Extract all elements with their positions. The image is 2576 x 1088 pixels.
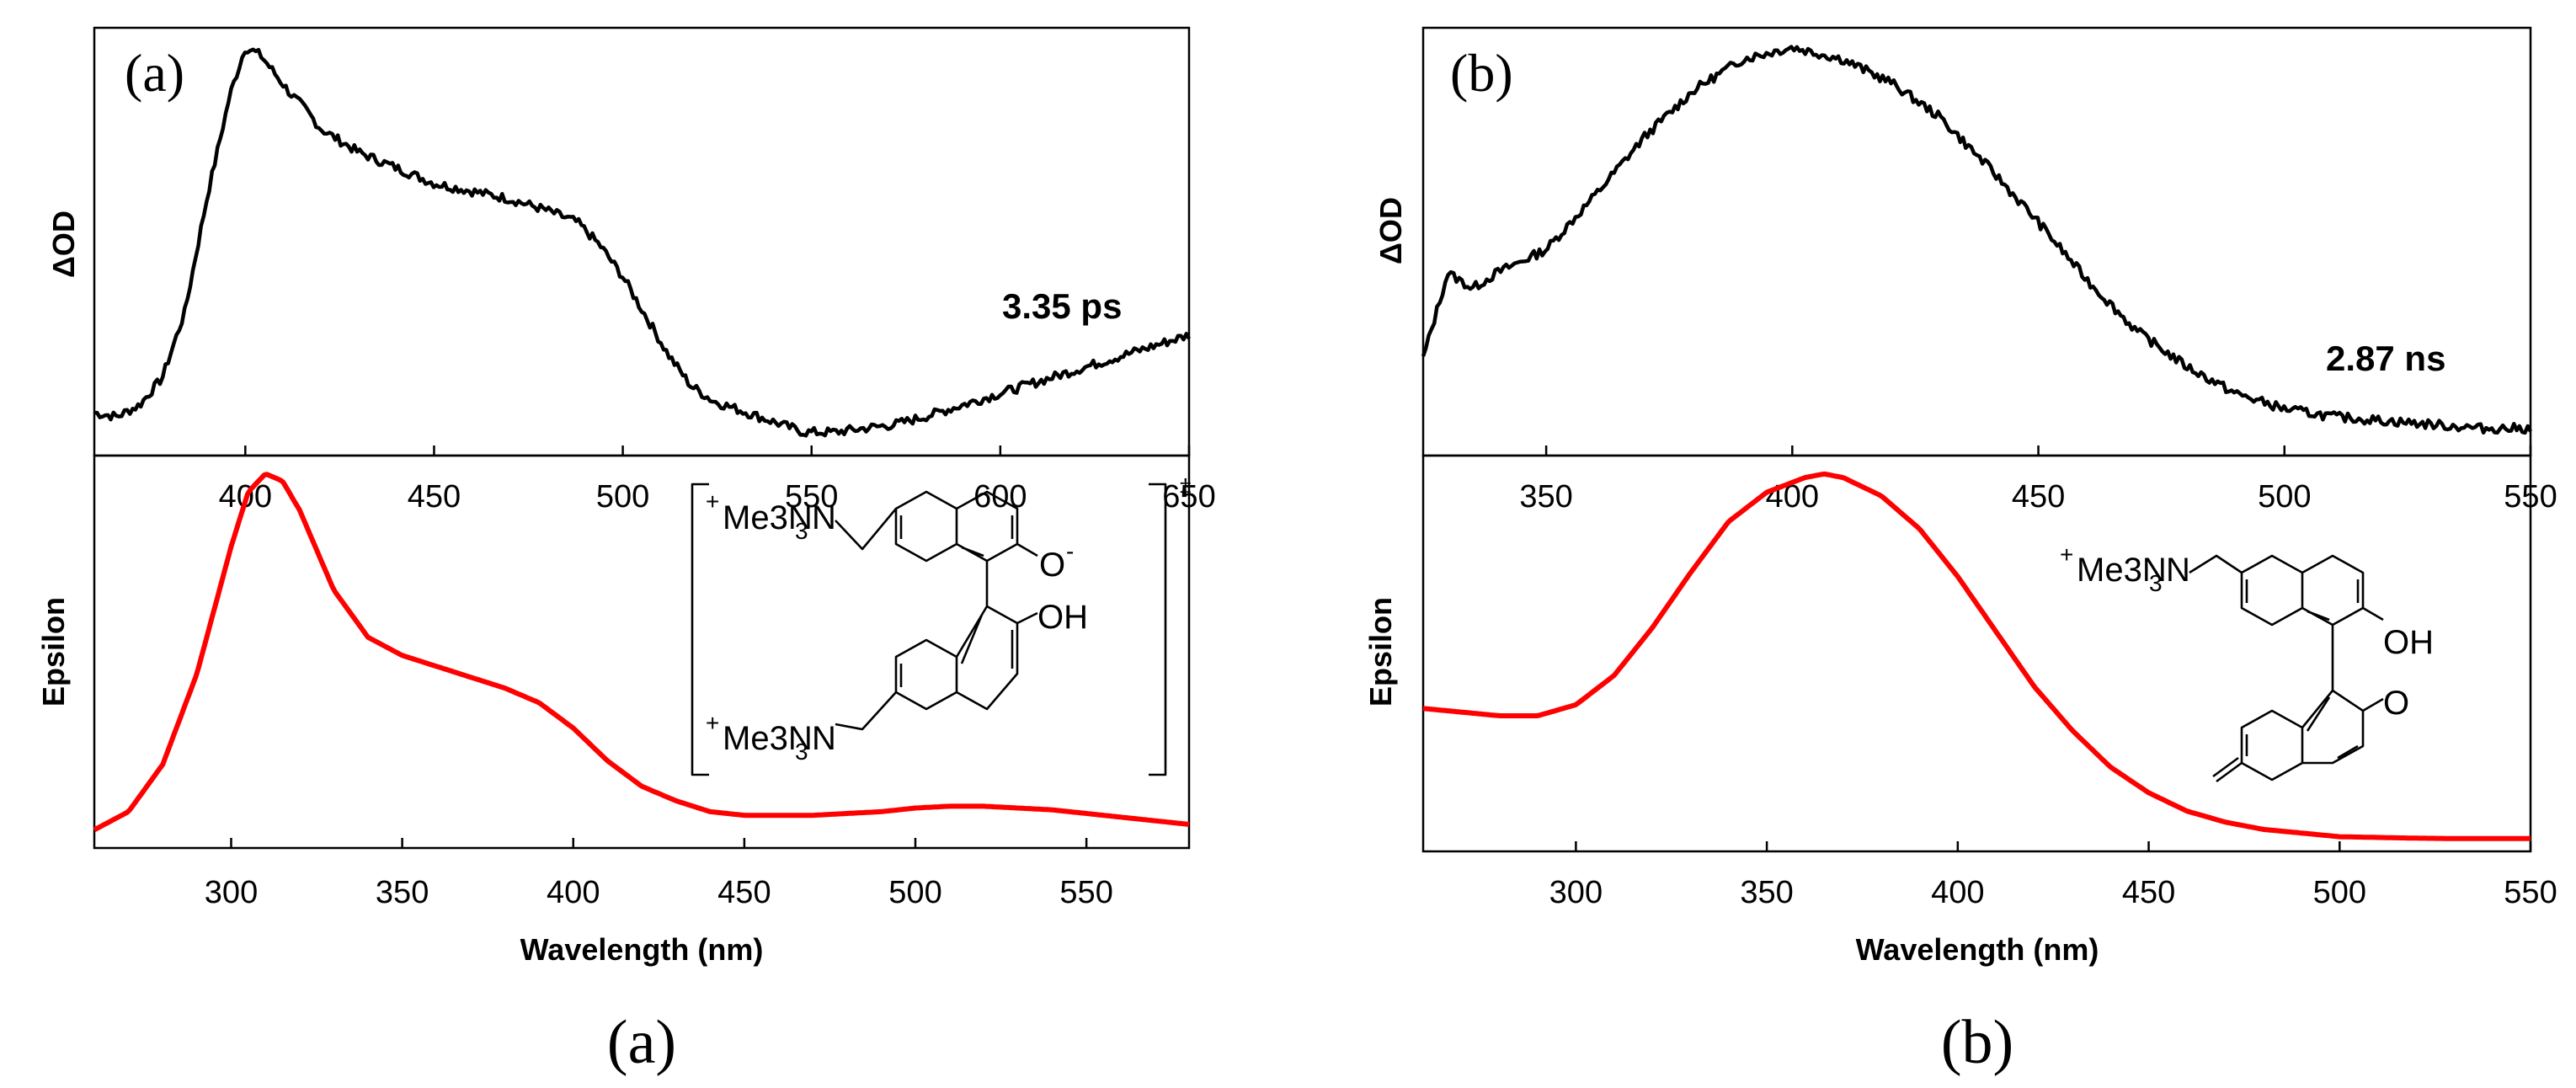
- panel-a-annotation: 3.35 ps: [1002, 286, 1122, 326]
- structure-b-oxo: O: [2383, 685, 2409, 722]
- structure-b-oxo-bond: [2362, 697, 2384, 712]
- panel-a-top-ticks: 400 450 500 550 600 650: [219, 445, 1216, 515]
- x-tick-label-a-bottom-350: 350: [376, 875, 429, 910]
- panel-a-xlabel: Wavelength (nm): [520, 932, 764, 967]
- x-tick-label-b-bottom-400: 400: [1931, 875, 1984, 910]
- structure-b-n: N: [2166, 552, 2190, 589]
- structure-b-oh-bond: [2362, 606, 2384, 621]
- x-tick-label-a-bottom-500: 500: [888, 875, 941, 910]
- panel-a-top: (a) ΔOD 3.35 ps 400 450 500 550 600 650: [46, 26, 1216, 515]
- x-tick-label-b-bottom-300: 300: [1549, 875, 1603, 910]
- panel-b-bottom-ylabel: Epsilon: [1363, 597, 1398, 707]
- structure-a-top-n: N: [812, 499, 836, 536]
- panel-b-label: (b): [1450, 43, 1513, 103]
- panel-b-top-ylabel: ΔOD: [1373, 197, 1408, 264]
- x-tick-label-a-top-450: 450: [408, 479, 461, 515]
- x-tick-label-a-top-600: 600: [973, 479, 1027, 515]
- structure-a-bottom-sub: 3: [795, 739, 808, 765]
- x-tick-label-b-top-350: 350: [1519, 479, 1572, 515]
- panel-a-bottom-ylabel: Epsilon: [36, 597, 71, 707]
- structure-a-bottom-n: N: [812, 720, 836, 757]
- structure-a-right-bracket: [1149, 483, 1167, 776]
- x-tick-label-a-bottom-300: 300: [205, 875, 258, 910]
- structure-a-left-bracket: [691, 483, 709, 776]
- structure-a-bottom-naphthalene: [894, 605, 1019, 711]
- panel-b-annotation: 2.87 ns: [2326, 339, 2445, 378]
- panel-b-xlabel: Wavelength (nm): [1856, 932, 2099, 967]
- structure-a-top-naphthalene: [835, 490, 1019, 563]
- panel-b-bottom-series-line: [1422, 471, 2531, 841]
- structure-a-bottom-group: Me3N: [723, 720, 813, 757]
- structure-a-oh-bond: [1016, 611, 1038, 625]
- panel-a-bottom-series-line: [93, 472, 1190, 833]
- x-tick-label-b-bottom-550: 550: [2504, 875, 2557, 910]
- x-tick-label-a-top-500: 500: [596, 479, 649, 515]
- panel-b-top-series-line: [1421, 45, 2532, 435]
- panel-b-bottom: Epsilon Wavelength (nm) 300 350 400 450 500 5…: [1363, 454, 2557, 967]
- panel-a-bottom-frame: [93, 454, 1191, 850]
- caption-b: (b): [1941, 1008, 2013, 1077]
- structure-a-bottom-ch2: [835, 691, 897, 731]
- panel-a-label: (a): [125, 43, 184, 103]
- structure-b-sub: 3: [2149, 570, 2163, 596]
- structure-a-oh: OH: [1037, 599, 1088, 636]
- structure-b-methylidene: [2212, 756, 2243, 783]
- caption-a: (a): [607, 1008, 676, 1077]
- panel-b-bottom-frame: [1421, 454, 2532, 853]
- panel-a-bottom: Epsilon Wavelength (nm) 300 350 400 450 500 5…: [36, 454, 1192, 967]
- x-tick-label-a-bottom-400: 400: [547, 875, 600, 910]
- structure-a-o-bond: [1016, 542, 1038, 557]
- structure-a-top-group: Me3N: [723, 499, 813, 536]
- x-tick-label-a-bottom-450: 450: [717, 875, 771, 910]
- structure-a-o-minus: -: [1066, 538, 1074, 564]
- panel-a-top-series-line: [93, 47, 1191, 438]
- structure-b-top-naphthalene: [2189, 554, 2365, 627]
- structure-b-oh: OH: [2383, 624, 2434, 661]
- panel-b-bottom-ticks: 300 350 400 450 500 550: [1549, 841, 2557, 910]
- structure-b-bottom-ring: [2240, 689, 2365, 781]
- x-tick-label-b-bottom-500: 500: [2313, 875, 2366, 910]
- structure-b-plus: +: [2060, 541, 2073, 568]
- x-tick-label-a-bottom-550: 550: [1059, 875, 1112, 910]
- structure-a-o: O: [1039, 547, 1065, 584]
- x-tick-label-a-top-550: 550: [785, 479, 838, 515]
- structure-b-group: Me3N: [2077, 552, 2167, 589]
- x-tick-label-b-bottom-450: 450: [2122, 875, 2175, 910]
- panel-a-bottom-ticks: 300 350 400 450 500 550: [205, 838, 1113, 910]
- structure-a-top-sub: 3: [795, 518, 808, 544]
- x-tick-label-b-top-500: 500: [2258, 479, 2311, 515]
- structure-a-top-plus: +: [706, 488, 719, 515]
- x-tick-label-b-top-450: 450: [2012, 479, 2065, 515]
- structure-a-bottom-plus: +: [706, 710, 719, 736]
- structure-a: ‡ + Me3N 3 N O - OH + Me3N 3 N: [691, 474, 1192, 776]
- x-tick-label-b-bottom-350: 350: [1740, 875, 1793, 910]
- panel-a-top-ylabel: ΔOD: [46, 211, 81, 278]
- structure-a-dagger: ‡: [1179, 474, 1192, 500]
- structure-b: + Me3N 3 N OH O: [2060, 541, 2434, 783]
